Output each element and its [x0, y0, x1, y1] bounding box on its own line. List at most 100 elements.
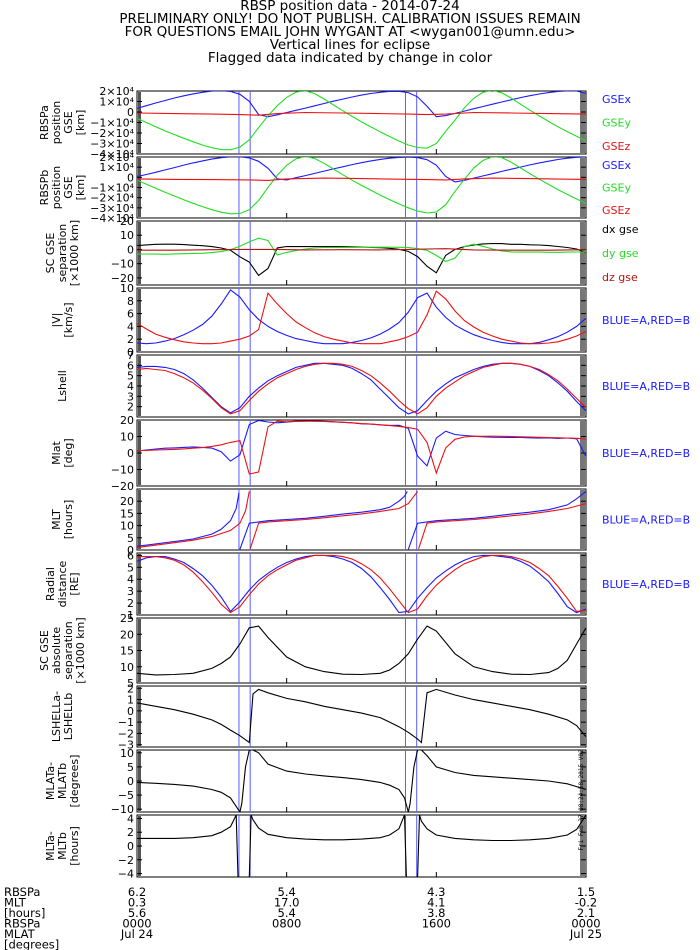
panel-frame-vel — [136, 287, 587, 353]
y-tick-label: 1×10⁴ — [99, 96, 134, 109]
footer-row-label: RBSPa — [4, 885, 40, 899]
y-axis-label: [km] — [74, 175, 87, 201]
legend-label: GSEx — [602, 159, 631, 172]
y-axis-label: [deg] — [62, 438, 75, 467]
timestamp-stamp: Fri Feb 27 08:24:58 2015 V02 — [578, 749, 585, 851]
legend-label: GSEx — [602, 93, 631, 106]
footer-value: 2.1 — [577, 906, 595, 920]
legend-label: dy gse — [602, 247, 639, 260]
y-axis-label: [km/s] — [62, 302, 75, 337]
y-axis-label: MLTa- — [44, 831, 57, 861]
flag-strip-right — [580, 554, 585, 614]
legend-label: BLUE=A,RED=B — [602, 447, 690, 460]
flag-strip-left — [138, 554, 141, 614]
y-axis-label: [hours] — [62, 500, 75, 540]
footer-value: 0800 — [272, 917, 301, 931]
y-tick-label: 6 — [127, 308, 134, 321]
y-axis-label: LSHELLa- — [50, 691, 63, 742]
panel-frame-dlshell — [136, 685, 587, 748]
footer-row-label: RBSPa — [4, 917, 40, 931]
y-tick-label: 0 — [127, 775, 134, 788]
y-tick-label: 0 — [127, 346, 134, 359]
y-tick-label: 1×10⁴ — [99, 161, 134, 174]
y-tick-label: −20 — [111, 272, 134, 285]
y-axis-label: position — [50, 166, 63, 210]
y-axis-label: Lshell — [56, 370, 69, 402]
y-tick-label: 3 — [127, 390, 134, 403]
y-axis-label: [×1000 km] — [68, 220, 81, 286]
series-line-vel-A — [137, 289, 586, 345]
y-tick-label: 2×10⁴ — [99, 151, 134, 164]
y-tick-label: −2×10⁴ — [90, 127, 134, 140]
panel-frame-sep — [136, 220, 587, 286]
legend-label: BLUE=A,RED=B — [602, 514, 690, 527]
footer-row-label: MLT — [4, 896, 27, 910]
series-line-abssep-abs — [137, 625, 586, 676]
y-axis-label: position — [50, 101, 63, 145]
y-tick-label: 25 — [120, 612, 134, 625]
y-tick-label: −10 — [111, 803, 134, 816]
footer-value: 0000 — [571, 917, 600, 931]
flag-strip-left — [138, 222, 141, 284]
eclipse-note: Vertical lines for eclipse — [269, 37, 431, 53]
y-axis-label: absolute — [50, 627, 63, 675]
y-tick-label: −2×10⁴ — [90, 192, 134, 205]
y-axis-label: MLATb — [56, 763, 69, 799]
series-line-posA-GSEz — [137, 111, 586, 116]
flag-strip-left — [138, 687, 141, 746]
footer-value: Jul 25 — [569, 927, 602, 941]
y-tick-label: 5 — [127, 532, 134, 545]
y-axis-label: separation — [62, 621, 75, 680]
y-tick-label: 10 — [120, 431, 134, 444]
y-tick-label: 4 — [127, 573, 134, 586]
y-tick-label: 2×10⁴ — [99, 85, 134, 98]
series-line-lshell-B — [137, 362, 586, 415]
legend-label: dz gse — [602, 271, 638, 284]
flag-note: Flagged data indicated by change in colo… — [207, 50, 493, 66]
y-tick-label: 15 — [120, 645, 134, 658]
y-tick-label: 5 — [127, 370, 134, 383]
footer-value: 0000 — [122, 917, 151, 931]
y-tick-label: −1 — [118, 716, 134, 729]
y-tick-label: −20 — [111, 480, 134, 493]
y-tick-label: 1 — [127, 694, 134, 707]
y-tick-label: −3×10⁴ — [90, 138, 134, 151]
footer-value: 4.1 — [427, 896, 445, 910]
y-axis-label: separation — [56, 224, 69, 283]
y-tick-label: 5 — [127, 761, 134, 774]
series-line-posB-GSEz — [137, 177, 586, 181]
legend-label: dx gse — [602, 223, 639, 236]
y-tick-label: −3×10⁴ — [90, 202, 134, 215]
y-tick-label: 0 — [127, 705, 134, 718]
y-tick-label: 3 — [127, 585, 134, 598]
y-axis-label: distance — [56, 560, 69, 607]
warning-line: PRELIMINARY ONLY! DO NOT PUBLISH. CALIBR… — [119, 11, 581, 27]
y-tick-label: 10 — [120, 520, 134, 533]
y-axis-label: SC GSE — [44, 233, 57, 274]
legend-label: GSEy — [602, 182, 631, 195]
y-tick-label: 6 — [127, 359, 134, 372]
series-line-radial-A — [137, 554, 586, 614]
series-line-posA-GSEy — [137, 91, 586, 151]
y-tick-label: 10 — [120, 282, 134, 295]
footer-value: 3.8 — [427, 906, 445, 920]
panel-frame-dmlat — [136, 749, 587, 813]
flag-strip-left — [138, 490, 141, 549]
y-tick-label: 0 — [127, 447, 134, 460]
footer-value: 1.5 — [577, 885, 595, 899]
flag-strip-right — [580, 289, 585, 351]
contact-line: FOR QUESTIONS EMAIL JOHN WYGANT AT <wyga… — [124, 24, 576, 40]
panel-frame-abssep — [136, 617, 587, 684]
y-tick-label: 20 — [120, 495, 134, 508]
y-tick-label: 10 — [120, 747, 134, 760]
y-tick-label: 2 — [127, 401, 134, 414]
panel-frame-mlt — [136, 488, 587, 551]
y-tick-label: −4 — [118, 868, 134, 881]
series-line-dmlat-dMLAT — [137, 750, 586, 812]
footer-value: -0.2 — [575, 896, 597, 910]
y-tick-label: 6 — [127, 549, 134, 562]
footer-value: 5.4 — [278, 885, 296, 899]
series-line-dlshell-dL — [137, 688, 586, 744]
y-axis-label: Radial — [44, 567, 57, 601]
footer-value: 4.3 — [427, 885, 445, 899]
